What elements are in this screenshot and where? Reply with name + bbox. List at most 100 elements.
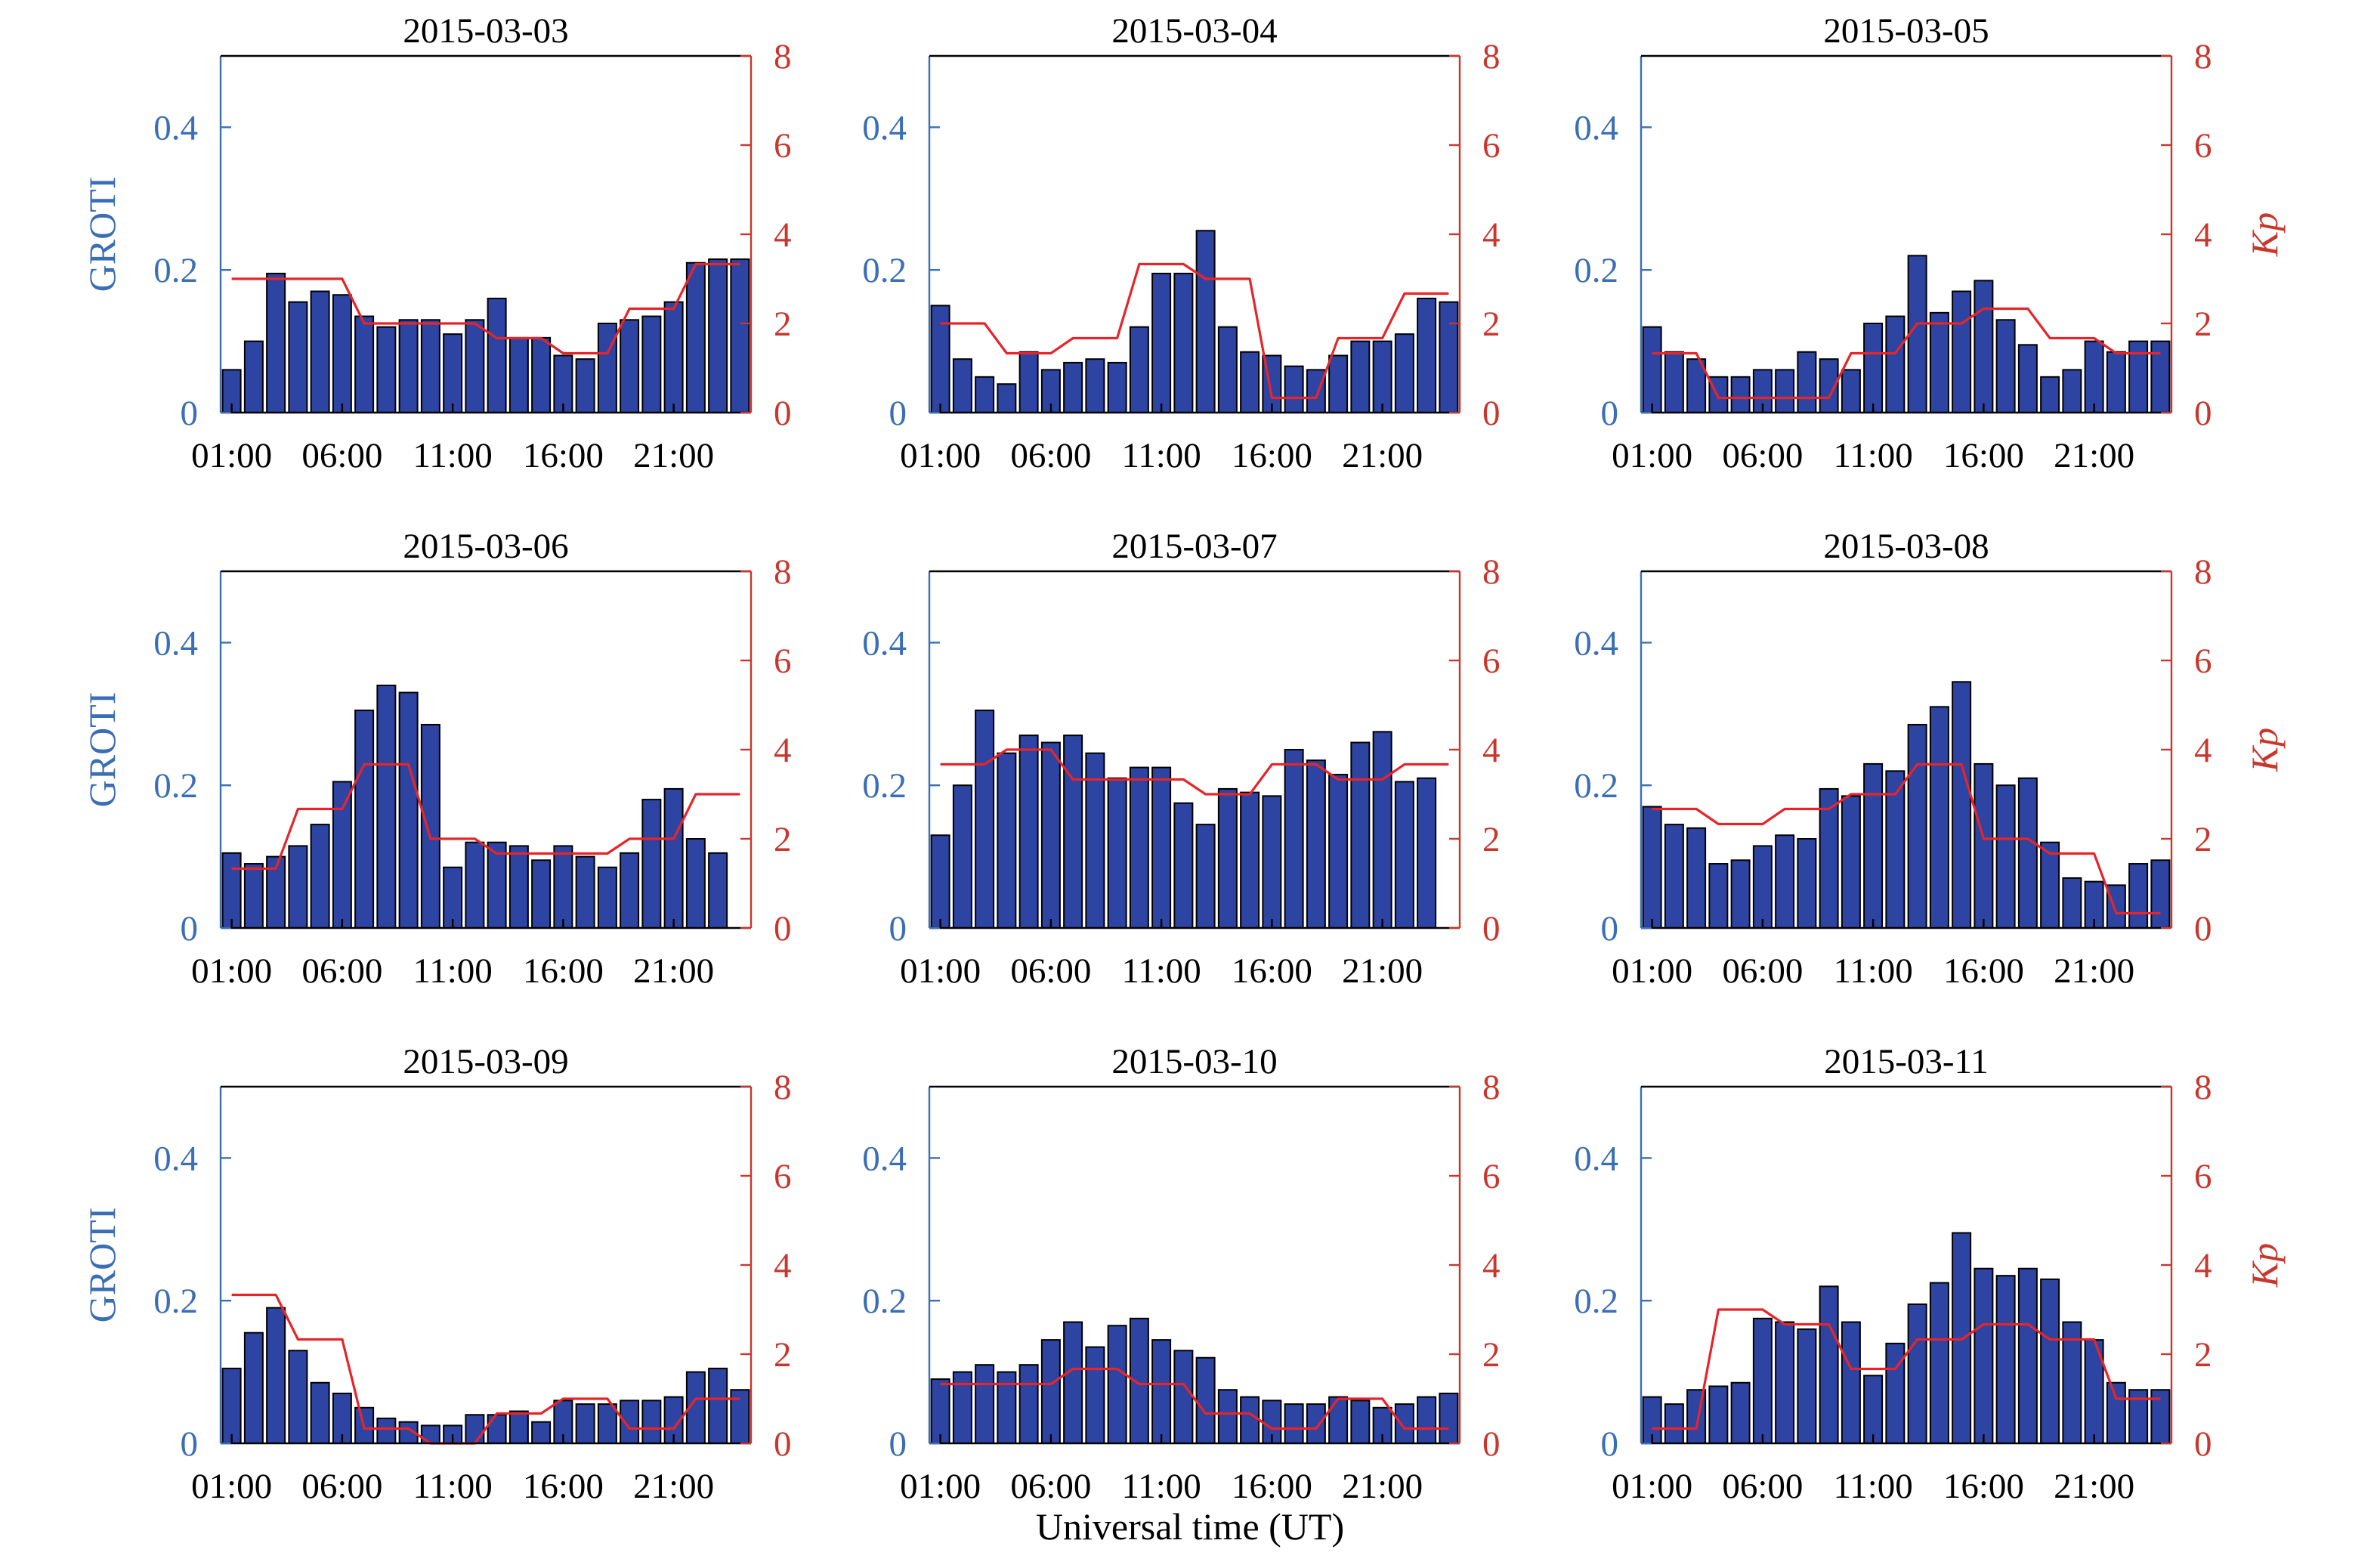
- groti-bar: [310, 290, 330, 413]
- groti-bar: [641, 315, 662, 413]
- groti-bar: [1328, 354, 1349, 414]
- groti-bar: [1173, 272, 1194, 414]
- panel-2015-03-08: 0 0.2 0.4 0 2 4 6 8 01:00 06:00 11:00 16:00 21:00 201…: [1574, 527, 2286, 991]
- groti-bar: [2150, 859, 2171, 929]
- groti-bar: [1195, 230, 1216, 413]
- groti-bar: [975, 376, 995, 413]
- right-tick-label: 6: [1482, 642, 1501, 681]
- groti-bar: [2128, 863, 2149, 929]
- groti-bar: [708, 258, 728, 414]
- right-tick-label: 6: [774, 126, 792, 165]
- groti-bar: [1439, 1392, 1459, 1445]
- groti-bar: [1107, 777, 1127, 929]
- groti-bar: [730, 258, 750, 414]
- right-tick-label: 8: [774, 1068, 792, 1107]
- groti-bar: [1974, 1267, 1994, 1444]
- left-tick-label: 0.4: [862, 108, 907, 147]
- groti-bar: [1974, 762, 1994, 929]
- right-tick-label: 4: [2194, 215, 2212, 255]
- right-tick-label: 4: [1482, 215, 1501, 255]
- left-tick-label: 0: [181, 909, 199, 948]
- groti-bar: [487, 297, 507, 413]
- groti-bar: [975, 710, 995, 929]
- x-tick-label: 06:00: [1722, 1467, 1803, 1506]
- panel-2015-03-07: 0 0.2 0.4 0 2 4 6 8 01:00 06:00 11:00 16:00 21:00 201…: [862, 527, 1500, 991]
- groti-bar: [1439, 301, 1459, 413]
- right-tick-label: 6: [774, 642, 792, 681]
- x-tick-label: 01:00: [191, 951, 272, 991]
- left-tick-label: 0.4: [862, 623, 907, 663]
- kp-line: [231, 1293, 740, 1445]
- groti-bar: [531, 1421, 552, 1445]
- groti-bar: [597, 1403, 617, 1444]
- groti-bar: [1885, 315, 1906, 413]
- groti-bar: [1952, 681, 1972, 929]
- groti-bar: [620, 852, 640, 929]
- groti-bar: [1063, 1321, 1083, 1445]
- x-tick-label: 11:00: [1833, 951, 1912, 991]
- groti-bar: [2106, 1381, 2126, 1445]
- groti-bar: [952, 784, 972, 929]
- groti-bar: [508, 845, 529, 929]
- x-tick-label: 16:00: [523, 951, 604, 991]
- right-tick-label: 2: [2194, 820, 2212, 859]
- groti-bar: [553, 845, 573, 929]
- groti-bar: [1752, 845, 1773, 929]
- x-tick-label: 06:00: [301, 1467, 382, 1506]
- groti-bar: [443, 333, 463, 413]
- groti-bar: [575, 1403, 595, 1444]
- x-tick-label: 21:00: [633, 951, 714, 991]
- groti-bar: [997, 383, 1017, 413]
- groti-bar: [597, 323, 617, 413]
- x-tick-label: 21:00: [633, 436, 714, 475]
- right-tick-label: 8: [774, 37, 792, 76]
- groti-bar: [1173, 1350, 1194, 1445]
- groti-bar: [1372, 340, 1392, 414]
- left-tick-label: 0.2: [1574, 1282, 1618, 1321]
- left-tick-label: 0: [1601, 909, 1619, 948]
- x-tick-label: 11:00: [1121, 951, 1201, 991]
- right-tick-label: 4: [2194, 1246, 2212, 1285]
- kp-line: [231, 762, 740, 871]
- groti-bar: [1394, 1403, 1414, 1444]
- groti-bar: [1151, 766, 1172, 929]
- x-tick-label: 01:00: [900, 951, 981, 991]
- right-tick-label: 0: [774, 909, 792, 948]
- groti-bar: [310, 1381, 330, 1445]
- left-tick-label: 0: [181, 394, 199, 433]
- right-tick-label: 8: [1482, 552, 1501, 592]
- groti-bar: [685, 261, 706, 414]
- groti-bar: [243, 340, 264, 414]
- groti-bar: [2017, 344, 2038, 414]
- groti-bar: [685, 838, 706, 929]
- panel-title: 2015-03-10: [1111, 1042, 1277, 1081]
- groti-bar: [531, 336, 552, 414]
- groti-bar: [266, 1307, 286, 1445]
- left-tick-label: 0.2: [862, 251, 907, 290]
- x-tick-label: 16:00: [1232, 1467, 1312, 1506]
- panel-title: 2015-03-07: [1111, 527, 1277, 566]
- groti-bar: [1417, 1396, 1437, 1445]
- groti-bar: [487, 841, 507, 929]
- right-tick-label: 4: [774, 731, 792, 770]
- groti-bar: [1664, 824, 1684, 929]
- x-tick-label: 16:00: [1943, 436, 2024, 475]
- groti-bar: [332, 294, 352, 413]
- left-tick-label: 0: [1601, 1424, 1619, 1464]
- groti-bar: [1417, 777, 1437, 929]
- x-tick-label: 11:00: [1121, 1467, 1201, 1506]
- right-tick-label: 8: [2194, 552, 2212, 592]
- panel-2015-03-04: 0 0.2 0.4 0 2 4 6 8 01:00 06:00 11:00 16:00 21:00 201…: [862, 11, 1500, 475]
- groti-bar: [1151, 272, 1172, 414]
- right-tick-label: 6: [2194, 1157, 2212, 1196]
- kp-line: [231, 262, 740, 355]
- y-axis-label-kp: Kp: [2243, 1243, 2286, 1288]
- x-tick-label: 11:00: [413, 951, 492, 991]
- groti-bar: [1929, 706, 1949, 929]
- x-tick-label: 11:00: [1833, 1467, 1912, 1506]
- groti-bar: [641, 799, 662, 929]
- groti-bar: [1841, 1321, 1861, 1445]
- right-tick-label: 6: [1482, 126, 1501, 165]
- right-tick-label: 8: [2194, 1068, 2212, 1107]
- groti-bar: [2062, 877, 2082, 929]
